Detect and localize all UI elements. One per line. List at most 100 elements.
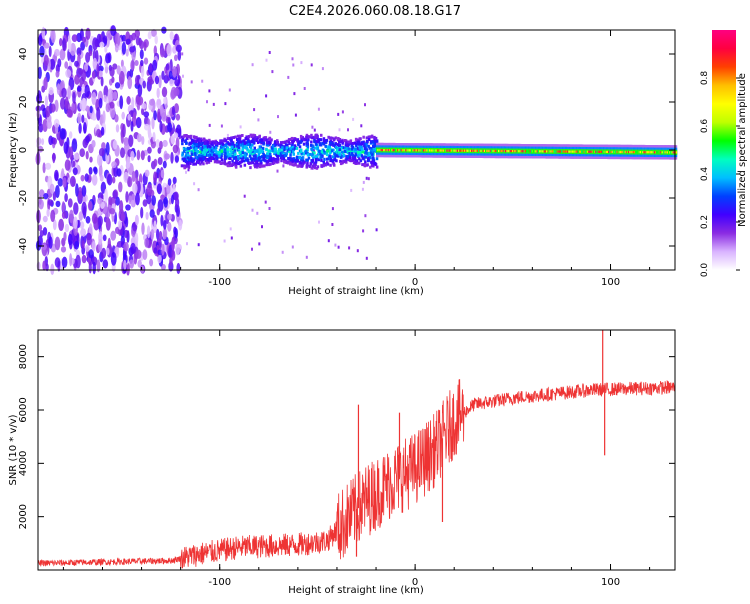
spectrogram-cell: [305, 255, 308, 259]
spectrogram-cell: [160, 47, 165, 58]
spectrogram-cell: [56, 83, 61, 95]
spectrogram-cell: [249, 146, 253, 149]
spectrogram-cell: [52, 219, 57, 231]
spectrogram-cell: [298, 155, 301, 159]
spectrogram-cell: [448, 149, 451, 152]
spectrogram-cell: [522, 150, 525, 153]
spectrogram-cell: [228, 88, 231, 92]
spectrogram-cell: [115, 124, 120, 133]
spectrogram-cell: [199, 137, 203, 141]
spectrogram-cell: [236, 144, 239, 148]
spectrogram-cell: [363, 144, 366, 148]
spectrogram-cell: [249, 133, 253, 137]
spectrogram-cell: [204, 159, 208, 162]
spectrogram-cell: [245, 158, 248, 162]
spectrogram-cell: [469, 149, 472, 152]
spectrogram-cell: [262, 156, 265, 160]
spectrogram-cell: [630, 151, 633, 154]
spectrogram-cell: [218, 154, 221, 158]
spectrogram-cell: [302, 159, 305, 163]
spectrogram-cell: [91, 113, 97, 121]
spectrogram-cell: [246, 140, 250, 143]
spectrogram-cell: [280, 151, 283, 155]
spectrogram-cell: [202, 148, 206, 152]
spectrogram-cell: [309, 143, 313, 147]
spectrogram-cell: [267, 141, 270, 144]
spectrogram-cell: [293, 92, 296, 96]
spectrogram-cell: [501, 149, 504, 153]
spectrogram-cell: [344, 139, 347, 143]
spectrogram-cell: [226, 164, 230, 167]
spectrogram-cell: [91, 92, 97, 105]
spectrogram-cell: [467, 149, 470, 152]
snr-series: [37, 330, 676, 569]
spectrogram-cell: [314, 157, 318, 161]
spectrogram-cell: [368, 156, 372, 160]
spectrogram-cell: [220, 149, 223, 153]
spectrogram-cell: [287, 75, 290, 79]
spectrogram-cell: [569, 150, 572, 153]
spectrogram-cell: [149, 98, 155, 106]
spectrogram-cell: [272, 158, 275, 162]
spectrogram-cell: [235, 159, 239, 163]
spectrogram-cell: [287, 157, 291, 161]
spectrogram-cell: [645, 151, 648, 154]
spectrogram-x-tick-label: 100: [601, 277, 620, 288]
spectrogram-cell: [371, 164, 374, 168]
spectrogram-cell: [61, 256, 68, 268]
spectrogram-cell: [100, 76, 104, 87]
spectrogram-cell: [414, 149, 417, 152]
spectrogram-cell: [385, 149, 388, 152]
spectrogram-cell: [181, 139, 184, 143]
spectrogram-cell: [220, 158, 224, 162]
spectrogram-cell: [129, 259, 135, 269]
spectrogram-cell: [375, 228, 378, 232]
spectrogram-cell: [351, 159, 355, 162]
spectrogram-cell: [371, 140, 375, 144]
spectrogram-cell: [64, 223, 70, 233]
spectrogram-cell: [233, 149, 237, 153]
spectrogram-cell: [122, 123, 126, 138]
spectrogram-cell: [358, 157, 361, 161]
spectrogram-cell: [598, 150, 601, 153]
spectrogram-cell: [241, 134, 244, 137]
spectrogram-cell: [110, 230, 117, 241]
spectrogram-cell: [142, 199, 148, 207]
spectrogram-cell: [358, 150, 362, 154]
spectrogram-cell: [255, 165, 259, 169]
spectrogram-cell: [234, 155, 237, 159]
snr-y-tick-label: 4000: [18, 451, 29, 476]
spectrogram-cell: [45, 105, 51, 118]
spectrogram-cell: [311, 164, 315, 168]
spectrogram-cell: [405, 149, 408, 152]
spectrogram-cell: [362, 229, 365, 233]
spectrogram-cell: [130, 199, 135, 208]
spectrogram-cell: [183, 157, 186, 161]
spectrogram-cell: [380, 149, 383, 152]
spectrogram-cell: [258, 156, 262, 159]
spectrogram-cell: [344, 143, 348, 147]
spectrogram-cell: [205, 148, 209, 152]
spectrogram-cell: [147, 31, 152, 40]
spectrogram-cell: [143, 111, 150, 118]
spectrogram-cell: [81, 83, 85, 94]
spectrogram-cell: [361, 148, 364, 152]
spectrogram-cell: [192, 142, 196, 145]
spectrogram-cell: [628, 150, 631, 154]
spectrogram-cell: [247, 135, 251, 138]
colorbar-tick-label: 0.4: [700, 167, 710, 182]
spectrogram-cell: [159, 140, 163, 150]
spectrogram-cell: [251, 63, 254, 67]
spectrogram-cell: [373, 135, 376, 139]
spectrogram-cell: [120, 59, 124, 68]
spectrogram-cell: [286, 143, 289, 147]
spectrogram-cell: [213, 160, 217, 164]
spectrogram-cell: [306, 161, 309, 165]
spectrogram-cell: [118, 181, 123, 193]
spectrogram-cell: [664, 151, 667, 154]
spectrogram-cell: [283, 160, 286, 164]
spectrogram-cell: [327, 145, 331, 149]
spectrogram-cell: [287, 138, 291, 142]
spectrogram-cell: [323, 162, 326, 166]
spectrogram-cell: [205, 161, 208, 165]
